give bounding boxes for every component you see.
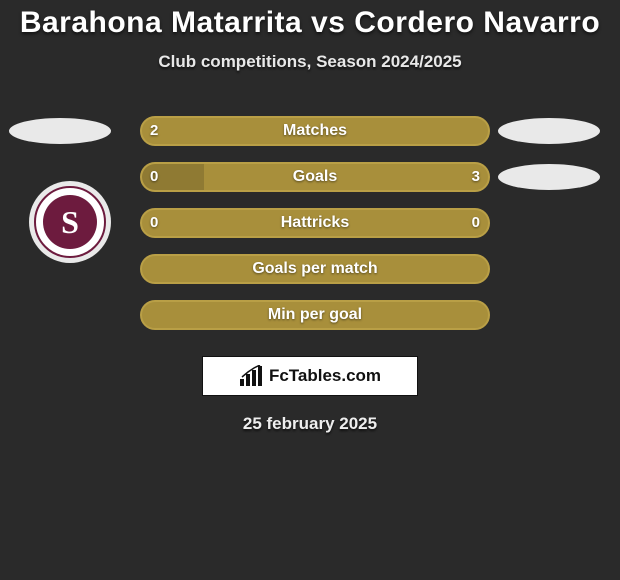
stat-label: Hattricks — [142, 210, 488, 236]
stat-pill: Goals per match — [140, 254, 490, 284]
stat-label: Min per goal — [142, 302, 488, 328]
brand-logo-box: FcTables.com — [202, 356, 418, 396]
stat-row: Min per goal — [0, 292, 620, 338]
stat-pill: Matches — [140, 116, 490, 146]
stat-value-left: 2 — [150, 116, 158, 146]
page-title: Barahona Matarrita vs Cordero Navarro — [0, 6, 620, 40]
brand-text: FcTables.com — [269, 366, 381, 386]
stat-label: Matches — [142, 118, 488, 144]
date-text: 25 february 2025 — [0, 414, 620, 434]
stat-value-right: 0 — [472, 208, 480, 238]
stat-row: Hattricks0 0 — [0, 200, 620, 246]
stat-pill: Hattricks — [140, 208, 490, 238]
stat-value-left: 0 — [150, 208, 158, 238]
right-oval — [498, 118, 600, 144]
stat-value-left: 0 — [150, 162, 158, 192]
stat-row: Goals per match — [0, 246, 620, 292]
bars-icon — [239, 365, 263, 387]
stat-row: Goals0 3 — [0, 154, 620, 200]
left-oval — [9, 118, 111, 144]
stat-rows: Matches2Goals03Hattricks00Goals per matc… — [0, 108, 620, 338]
stat-pill: Goals — [140, 162, 490, 192]
right-oval — [498, 164, 600, 190]
stat-row: Matches2 — [0, 108, 620, 154]
stat-value-right: 3 — [472, 162, 480, 192]
page-subtitle: Club competitions, Season 2024/2025 — [0, 52, 620, 72]
comparison-infographic: Barahona Matarrita vs Cordero Navarro Cl… — [0, 0, 620, 580]
stat-pill: Min per goal — [140, 300, 490, 330]
stat-label: Goals per match — [142, 256, 488, 282]
